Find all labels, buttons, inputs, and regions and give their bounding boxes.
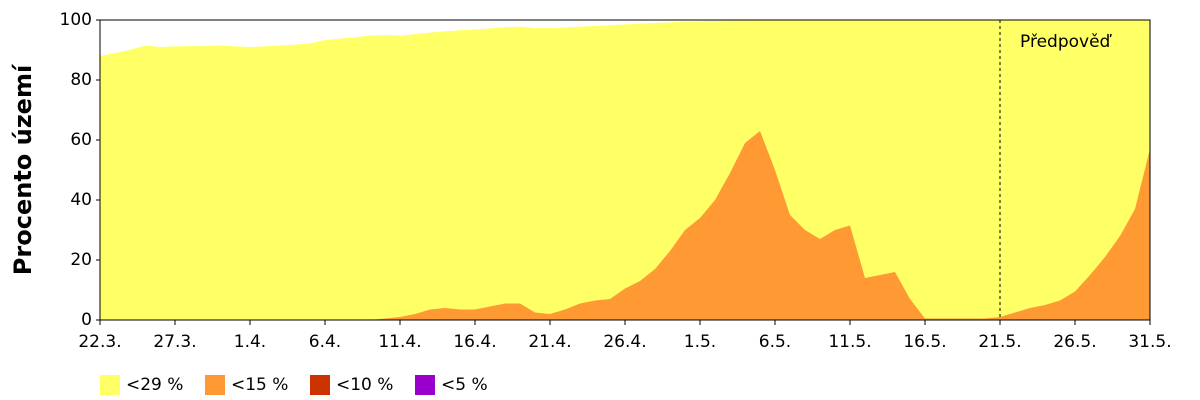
annotation-text: Předpověď [1020,32,1113,52]
legend-label: <29 % [126,375,183,395]
x-tick-label: 26.4. [603,332,646,352]
area [100,20,1150,320]
y-tick-label: 0 [81,310,92,330]
x-tick-label: 31.5. [1128,332,1171,352]
legend-label: <15 % [231,375,288,395]
plot-frame [99,19,1151,321]
x-tick-label: 6.4. [309,332,341,352]
x-tick-label: 11.5. [828,332,871,352]
x-tick-label: 21.5. [978,332,1021,352]
x-tick-label: 21.4. [528,332,571,352]
y-tick-label: 60 [70,130,92,150]
x-tick-label: 22.3. [78,332,121,352]
y-tick-label: 100 [60,10,92,30]
legend-label: <10 % [336,375,393,395]
y-tick-label: 80 [70,70,92,90]
x-tick-label: 27.3. [153,332,196,352]
x-tick-label: 26.5. [1053,332,1096,352]
y-tick-label: 20 [70,250,92,270]
x-tick-label: 1.5. [684,332,716,352]
x-tick-label: 6.5. [759,332,791,352]
x-tick-label: 16.4. [453,332,496,352]
x-tick-label: 11.4. [378,332,421,352]
x-tick-label: 1.4. [234,332,266,352]
x-tick-label: 16.5. [903,332,946,352]
y-tick-label: 40 [70,190,92,210]
y-axis-label: Procento území [9,63,37,275]
legend-swatch [205,375,225,395]
legend-swatch [100,375,120,395]
legend-swatch [415,375,435,395]
legend-label: <5 % [441,375,488,395]
legend-swatch [310,375,330,395]
